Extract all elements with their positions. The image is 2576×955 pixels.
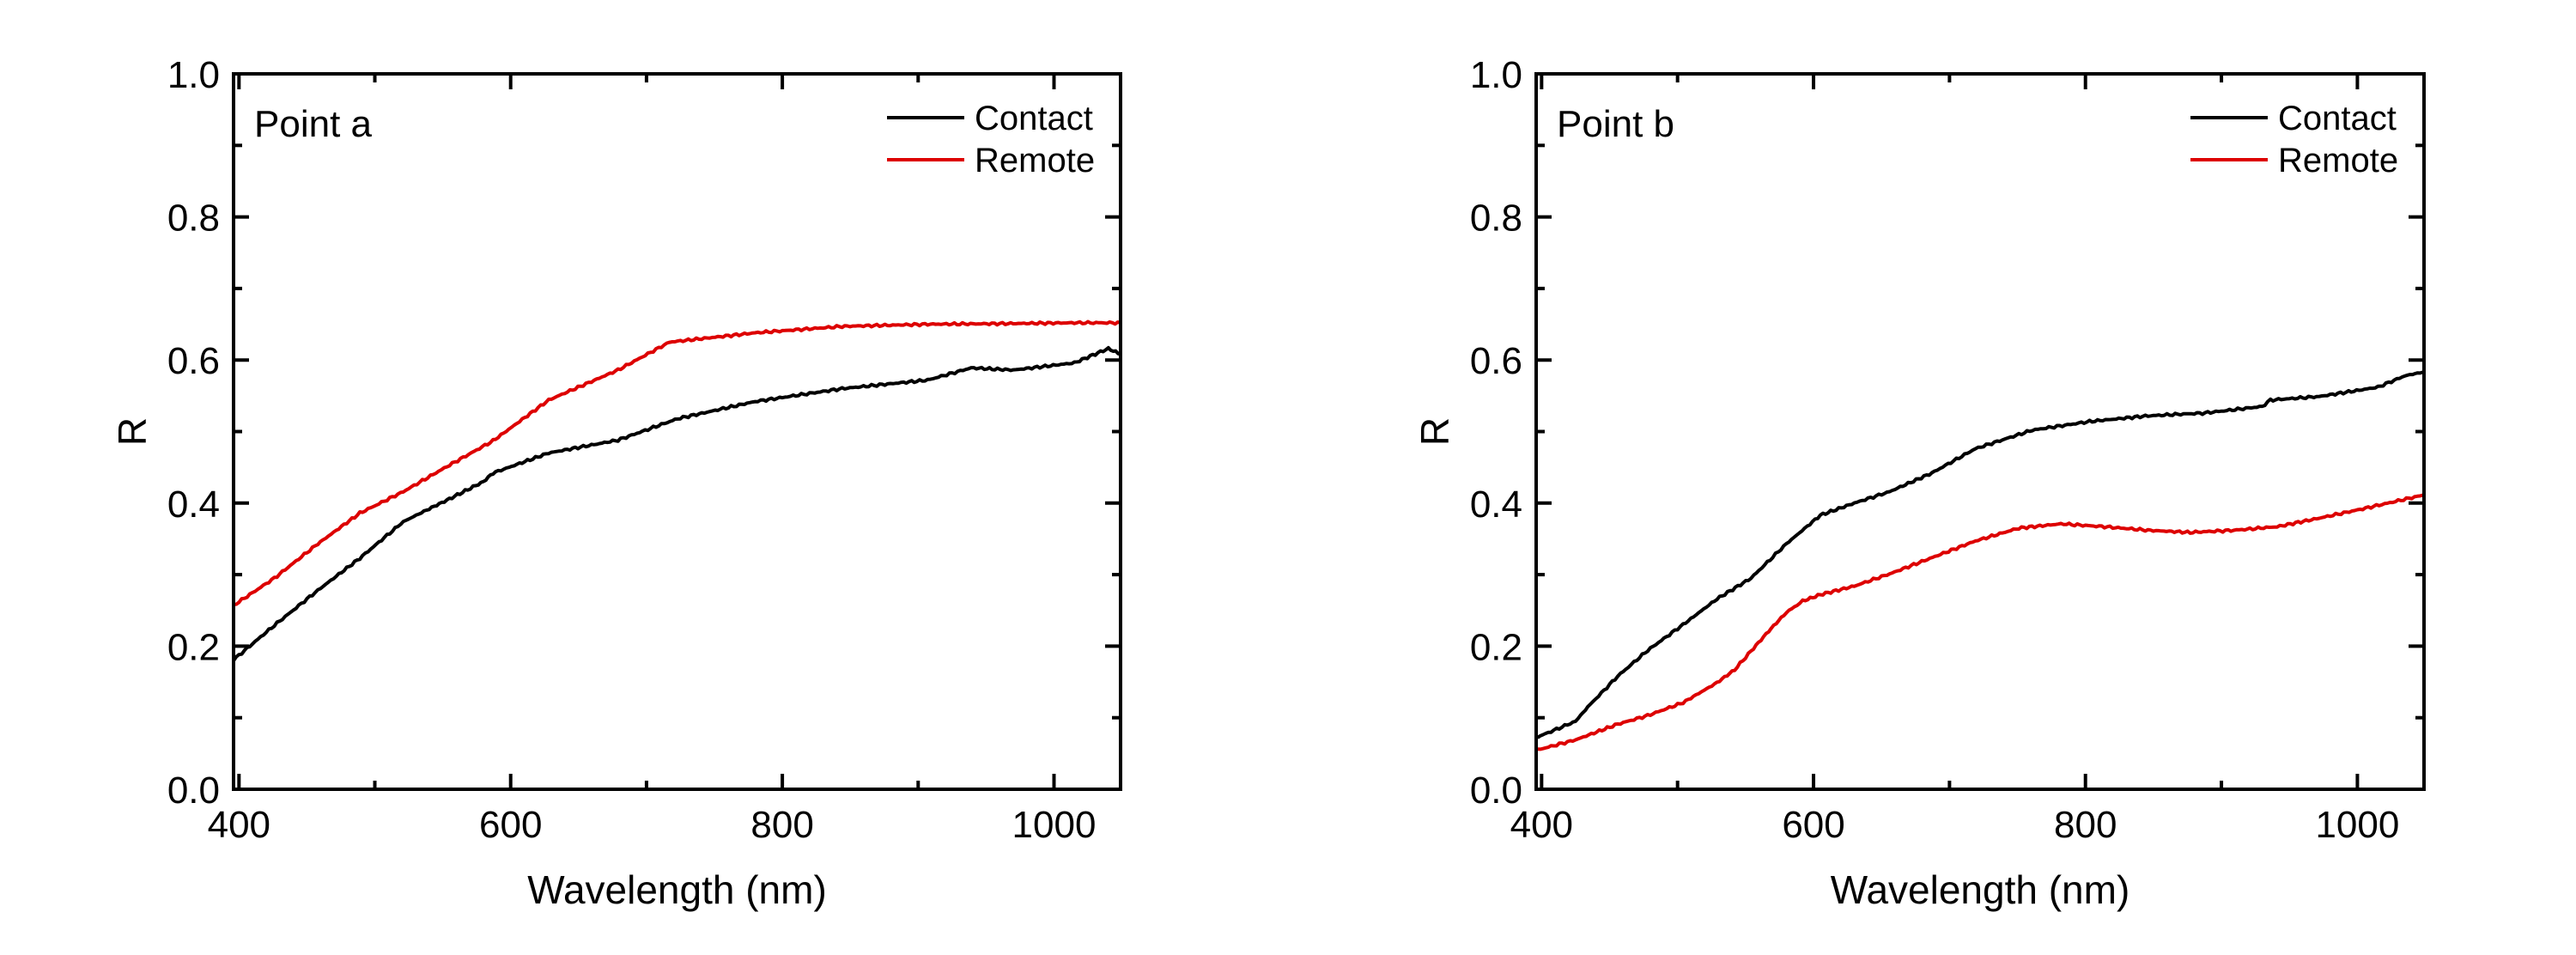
plot-frame [232,72,1122,791]
y-tick-label: 0.4 [167,484,220,526]
y-tick-label: 0.6 [167,340,220,382]
x-tick-label: 400 [208,804,270,846]
legend: Contact Remote [887,100,1095,179]
y-tick-label: 0.0 [167,769,220,812]
y-axis-title: R [110,417,155,446]
series-line-remote [1537,493,2423,751]
y-tick-label: 0.8 [1470,198,1522,240]
x-tick-label: 800 [750,804,813,846]
panel-label: Point a [254,103,373,145]
y-tick-label: 0.0 [1470,769,1522,812]
y-tick-label: 1.0 [1470,54,1522,96]
data-series-group [1536,370,2424,751]
panel-label: Point b [1557,103,1674,145]
axis-ticks [234,72,1121,791]
y-tick-label: 0.2 [167,626,220,668]
series-line-remote [234,319,1121,606]
legend-label-remote: Remote [2278,142,2398,179]
x-axis-title: Wavelength (nm) [1831,867,2130,912]
x-tick-label: 1000 [2315,804,2399,846]
plot-frame [1534,72,2426,791]
legend-label-remote: Remote [975,142,1095,179]
y-tick-label: 0.2 [1470,626,1522,668]
x-tick-label: 400 [1510,804,1573,846]
legend-label-contact: Contact [2278,100,2397,137]
series-line-contact [234,345,1121,662]
x-tick-label: 600 [479,804,542,846]
x-tick-label: 800 [2054,804,2117,846]
data-series-group [234,319,1121,662]
legend: Contact Remote [2190,100,2398,179]
y-tick-label: 0.8 [167,198,220,240]
chart-panel-point-a: 400 600 800 1000 0.0 0.2 0.4 0.6 0.8 1.0 Wavelengt… [110,54,1122,912]
x-tick-label: 1000 [1012,804,1097,846]
chart-panel-point-b: 400 600 800 1000 0.0 0.2 0.4 0.6 0.8 1.0 Wavelengt… [1413,54,2426,912]
series-line-contact [1536,370,2424,739]
y-axis-title: R [1413,417,1457,446]
legend-label-contact: Contact [975,100,1093,137]
axis-ticks [1536,72,2424,791]
y-tick-label: 1.0 [167,54,220,96]
x-tick-label: 600 [1782,804,1844,846]
y-tick-label: 0.6 [1470,340,1522,382]
x-axis-title: Wavelength (nm) [527,867,827,912]
y-tick-label: 0.4 [1470,484,1522,526]
